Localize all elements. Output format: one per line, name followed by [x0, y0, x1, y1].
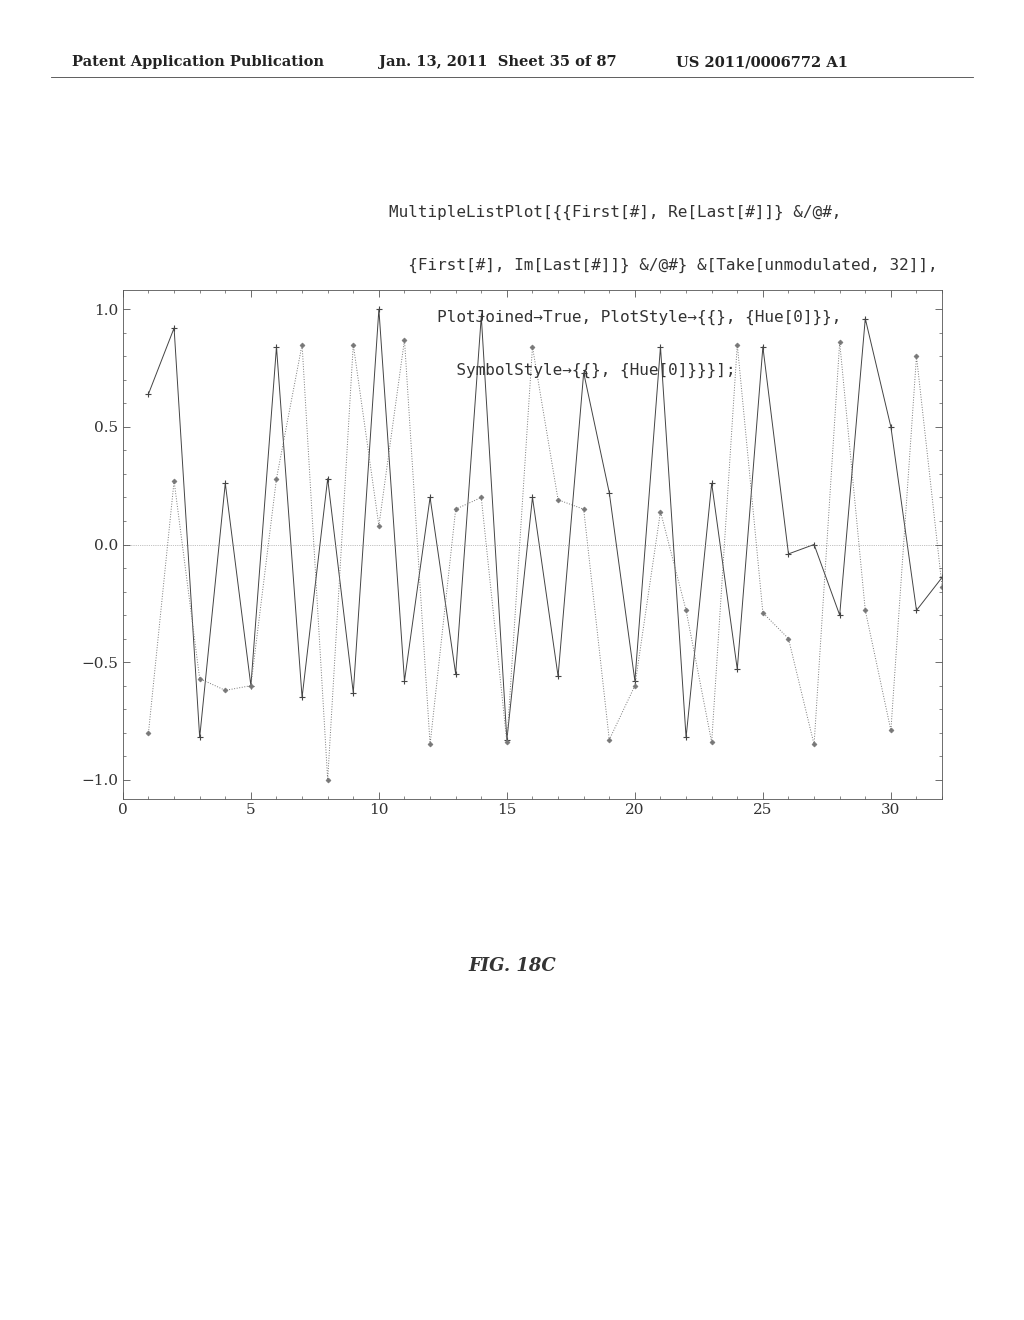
Text: SymbolStyle→{{}, {Hue[0]}}}];: SymbolStyle→{{}, {Hue[0]}}}];	[389, 363, 735, 379]
Text: FIG. 18C: FIG. 18C	[468, 957, 556, 975]
Text: PlotJoined→True, PlotStyle→{{}, {Hue[0]}},: PlotJoined→True, PlotStyle→{{}, {Hue[0]}…	[389, 310, 842, 326]
Text: Patent Application Publication: Patent Application Publication	[72, 55, 324, 70]
Text: US 2011/0006772 A1: US 2011/0006772 A1	[676, 55, 848, 70]
Text: Jan. 13, 2011  Sheet 35 of 87: Jan. 13, 2011 Sheet 35 of 87	[379, 55, 616, 70]
Text: MultipleListPlot[{{First[#], Re[Last[#]]} &/@#,: MultipleListPlot[{{First[#], Re[Last[#]]…	[389, 205, 842, 220]
Text: {First[#], Im[Last[#]]} &/@#} &[Take[unmodulated, 32]],: {First[#], Im[Last[#]]} &/@#} &[Take[unm…	[389, 257, 938, 273]
